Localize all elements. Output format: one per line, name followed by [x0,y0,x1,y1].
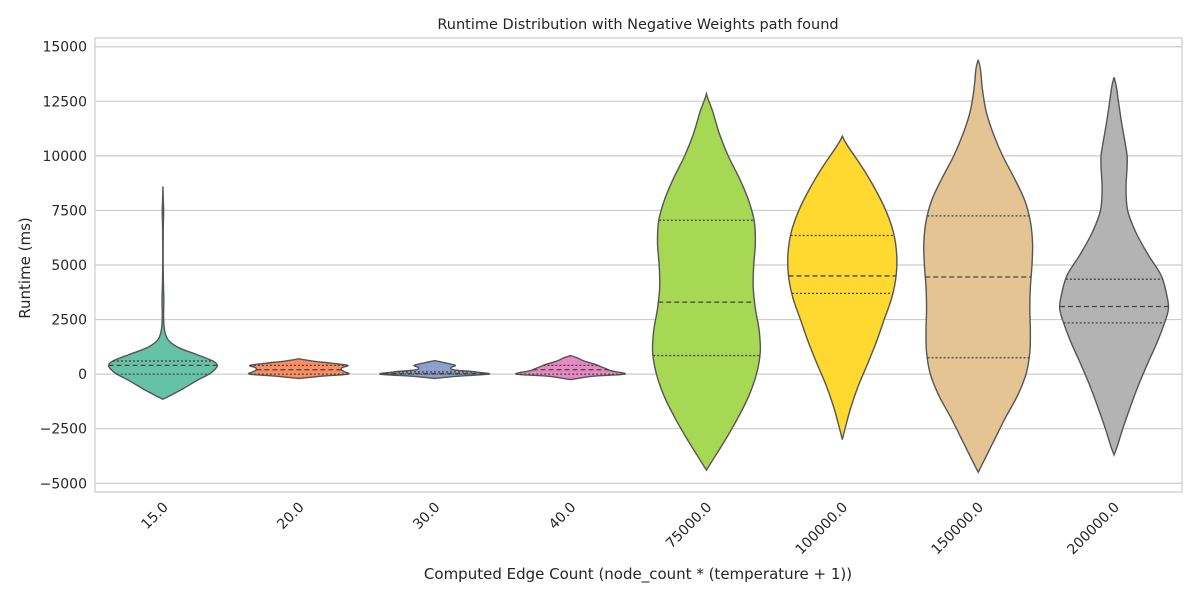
y-axis-label: Runtime (ms) [16,217,34,319]
violin-200000.0 [1058,77,1170,457]
violin-150000.0 [923,59,1034,474]
x-tick-label: 40.0 [546,500,579,533]
x-axis-label: Computed Edge Count (node_count * (tempe… [424,565,852,584]
y-tick-label: 5000 [51,258,87,274]
y-tick-label: 0 [78,367,87,383]
x-tick-label: 150000.0 [928,500,987,559]
x-tick-label: 100000.0 [793,500,852,559]
x-tick-label: 200000.0 [1064,500,1123,559]
x-tick-label: 30.0 [410,500,443,533]
violin-15.0 [107,186,219,401]
violin-30.0 [379,359,491,380]
y-tick-label: −2500 [40,422,87,438]
violin-100000.0 [787,134,898,440]
y-tick-label: 15000 [42,40,87,56]
x-tick-label: 15.0 [138,500,171,533]
x-tick-label: 20.0 [274,500,307,533]
y-tick-label: −5000 [40,476,87,492]
y-tick-label: 10000 [42,149,87,165]
violin-layer [107,59,1170,474]
violin-40.0 [515,354,627,381]
y-tick-label: 2500 [51,313,87,329]
y-tick-label: 12500 [42,94,87,110]
plot-frame [94,37,1183,493]
x-tick-label: 75000.0 [663,500,715,552]
chart-title: Runtime Distribution with Negative Weigh… [437,17,838,33]
y-tick-label: 7500 [51,203,87,219]
violin-20.0 [247,358,350,380]
violin-75000.0 [651,91,762,472]
